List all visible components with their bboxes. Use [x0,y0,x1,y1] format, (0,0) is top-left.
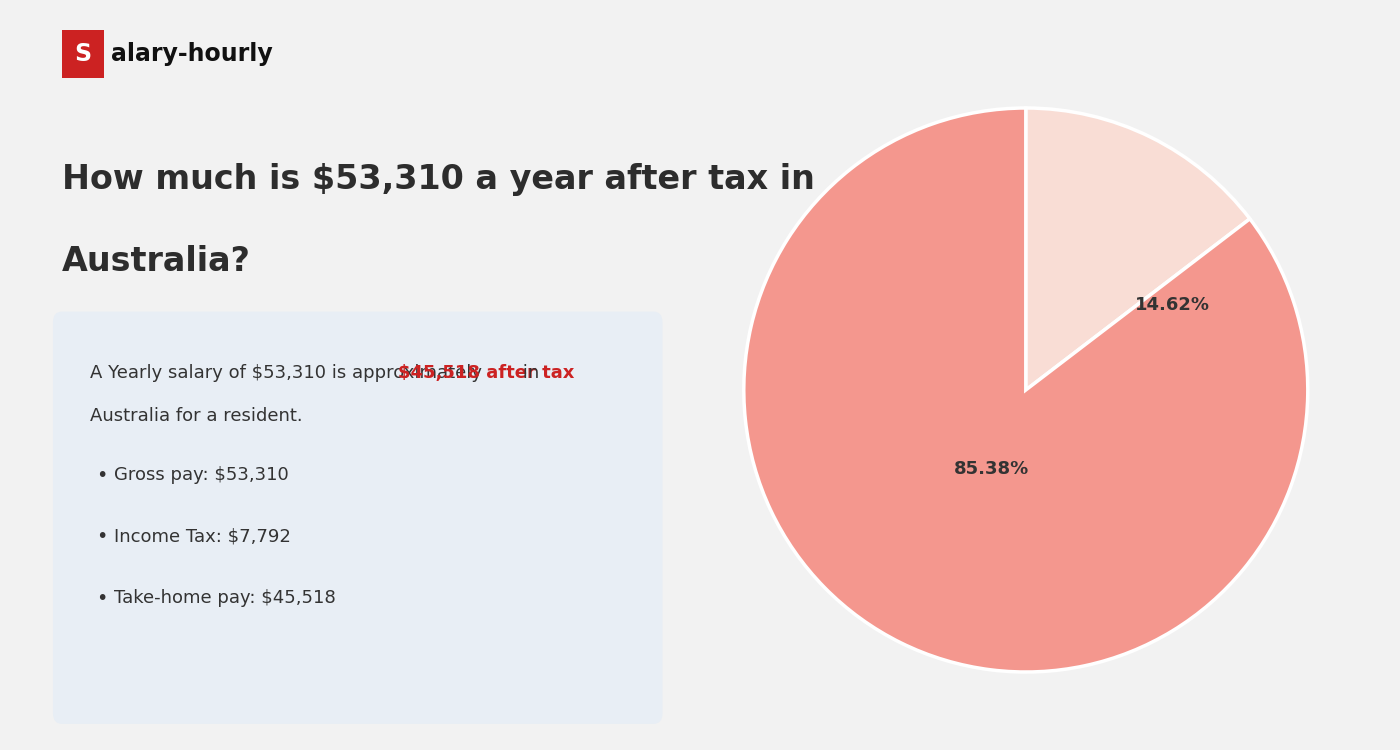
Wedge shape [1026,108,1250,390]
Text: •: • [97,589,108,608]
Text: Take-home pay: $45,518: Take-home pay: $45,518 [113,589,336,607]
Text: S: S [74,42,91,66]
Text: How much is $53,310 a year after tax in: How much is $53,310 a year after tax in [62,164,815,196]
FancyBboxPatch shape [62,30,104,78]
FancyBboxPatch shape [53,311,662,724]
Text: in: in [517,364,539,382]
Text: Income Tax: $7,792: Income Tax: $7,792 [113,527,291,545]
Text: 14.62%: 14.62% [1135,296,1210,314]
Text: •: • [97,527,108,546]
Text: Australia for a resident.: Australia for a resident. [90,406,302,424]
Text: Gross pay: $53,310: Gross pay: $53,310 [113,466,288,484]
Text: •: • [97,466,108,485]
Text: $45,518 after tax: $45,518 after tax [398,364,574,382]
Text: Australia?: Australia? [62,244,251,278]
Text: alary-hourly: alary-hourly [111,42,273,66]
Text: 85.38%: 85.38% [955,460,1029,478]
Wedge shape [743,108,1308,672]
Text: A Yearly salary of $53,310 is approximately: A Yearly salary of $53,310 is approximat… [90,364,487,382]
